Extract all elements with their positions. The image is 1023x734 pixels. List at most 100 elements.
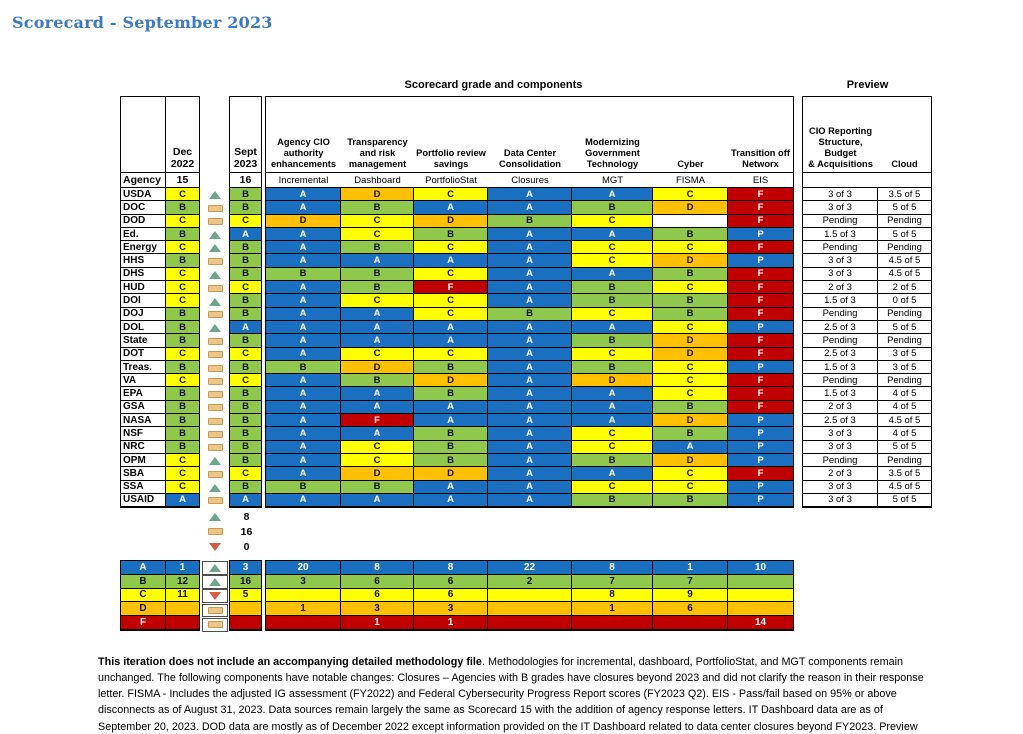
- component-grade-cell: D: [653, 201, 728, 215]
- component-grade-cell: A: [266, 201, 341, 215]
- component-grade-cell: B: [414, 427, 488, 441]
- component-label: MGT: [572, 173, 653, 188]
- component-grade-cell: A: [266, 188, 341, 202]
- component-grade-cell: A: [488, 188, 572, 202]
- trend-legend-glyph: [200, 542, 230, 551]
- component-grade-cell: D: [341, 467, 414, 481]
- trend-up-icon: [209, 191, 221, 200]
- preview-cio-cell: 2 of 3: [803, 467, 878, 481]
- component-grade-cell: A: [266, 374, 341, 388]
- component-grade-cell: C: [572, 347, 653, 361]
- component-grade-cell: [653, 214, 728, 228]
- summary-dec-count: [166, 602, 199, 617]
- agency-column-label: Agency: [121, 173, 166, 188]
- component-grade-cell: A: [266, 307, 341, 321]
- component-grade-cell: F: [728, 294, 793, 308]
- preview-cloud-cell: 3.5 of 5: [878, 188, 931, 202]
- trend-legend-row: 8: [200, 509, 263, 524]
- component-grade-cell: D: [653, 453, 728, 468]
- summary-component-count: 10: [728, 561, 793, 575]
- trend-cell: [200, 295, 230, 308]
- agency-name-cell: DOC: [121, 201, 166, 215]
- trend-flat-icon: [207, 528, 223, 536]
- component-grade-cell: A: [488, 467, 572, 481]
- sept-grade-cell: B: [230, 241, 261, 255]
- sept-grade-cell: B: [230, 334, 261, 348]
- component-grade-cell: A: [341, 427, 414, 441]
- component-grade-cell: A: [488, 480, 572, 494]
- component-grade-cell: A: [488, 334, 572, 348]
- trend-cell: [200, 242, 230, 255]
- component-grade-cell: C: [341, 453, 414, 468]
- dec-grade-cell: C: [166, 467, 199, 481]
- trend-cell: [200, 282, 230, 295]
- summary-component-count: [728, 602, 793, 617]
- preview-cloud-cell: 5 of 5: [878, 440, 931, 454]
- agency-name-cell: OPM: [121, 453, 166, 468]
- component-grade-cell: A: [414, 320, 488, 335]
- summary-component-count: 20: [266, 561, 341, 575]
- preview-table: CIO Reporting Structure, Budget & Acquis…: [802, 96, 932, 509]
- agency-name-cell: NASA: [121, 414, 166, 428]
- trend-flat-icon: [207, 417, 223, 425]
- component-grade-cell: A: [266, 427, 341, 441]
- component-grade-cell: F: [341, 414, 414, 428]
- preview-cloud-cell: Pending: [878, 334, 931, 348]
- trend-flat-icon: [207, 284, 223, 292]
- dec-grade-cell: B: [166, 334, 199, 348]
- sept-grade-cell: B: [230, 294, 261, 308]
- sept-grade-cell: B: [230, 254, 261, 268]
- trend-flat-icon: [207, 391, 223, 399]
- summary-sept-table: 3 16 5: [229, 560, 262, 631]
- summary-component-count: 3: [266, 574, 341, 589]
- sept-grade-cell: B: [230, 427, 261, 441]
- component-grade-cell: A: [572, 320, 653, 335]
- summary-trend-cell: [202, 575, 228, 589]
- summary-sept-count: [230, 616, 261, 630]
- summary-dec-count: 12: [166, 574, 199, 589]
- trend-cell: [200, 401, 230, 414]
- sept-grade-cell: C: [230, 214, 261, 228]
- agency-name-cell: DHS: [121, 267, 166, 282]
- agency-name-cell: DOD: [121, 214, 166, 228]
- sept-grade-cell: B: [230, 480, 261, 494]
- dec-scorecard-number: 15: [166, 173, 199, 188]
- component-grade-cell: D: [414, 467, 488, 481]
- component-grade-cell: C: [653, 360, 728, 375]
- component-grade-cell: A: [414, 400, 488, 415]
- trend-flat-icon: [207, 621, 223, 629]
- preview-cloud-cell: 5 of 5: [878, 227, 931, 242]
- sept-grade-cell: C: [230, 467, 261, 481]
- summary-sept-count: 5: [230, 588, 261, 603]
- component-grade-cell: B: [653, 493, 728, 508]
- trend-legend-glyph: [200, 512, 230, 521]
- component-grade-cell: F: [414, 281, 488, 295]
- preview-cloud-cell: Pending: [878, 214, 931, 228]
- component-grade-cell: A: [266, 294, 341, 308]
- component-grade-cell: A: [572, 400, 653, 415]
- component-grade-cell: B: [341, 480, 414, 494]
- component-grade-cell: C: [572, 214, 653, 228]
- component-grade-cell: A: [572, 267, 653, 282]
- component-grade-cell: B: [572, 453, 653, 468]
- page-title: Scorecard - September 2023: [12, 13, 273, 32]
- sept-grade-cell: C: [230, 281, 261, 295]
- agency-name-cell: NRC: [121, 440, 166, 454]
- preview-cloud-cell: Pending: [878, 374, 931, 388]
- component-grade-cell: A: [488, 347, 572, 361]
- sept-grade-cell: B: [230, 414, 261, 428]
- component-grade-cell: B: [266, 480, 341, 494]
- trend-cell: [200, 441, 230, 454]
- component-grade-cell: A: [266, 334, 341, 348]
- preview-cio-cell: 1.5 of 3: [803, 294, 878, 308]
- component-label: Closures: [488, 173, 572, 188]
- component-grade-cell: A: [414, 493, 488, 508]
- preview-cio-cell: 2 of 3: [803, 281, 878, 295]
- component-group-header: Portfolio review savings: [414, 97, 488, 173]
- component-grade-cell: A: [488, 427, 572, 441]
- preview-cloud-cell: 4 of 5: [878, 387, 931, 401]
- trend-cell: [200, 228, 230, 241]
- component-grade-cell: C: [572, 254, 653, 268]
- dec-grade-cell: C: [166, 374, 199, 388]
- preview-cloud-cell: Pending: [878, 241, 931, 255]
